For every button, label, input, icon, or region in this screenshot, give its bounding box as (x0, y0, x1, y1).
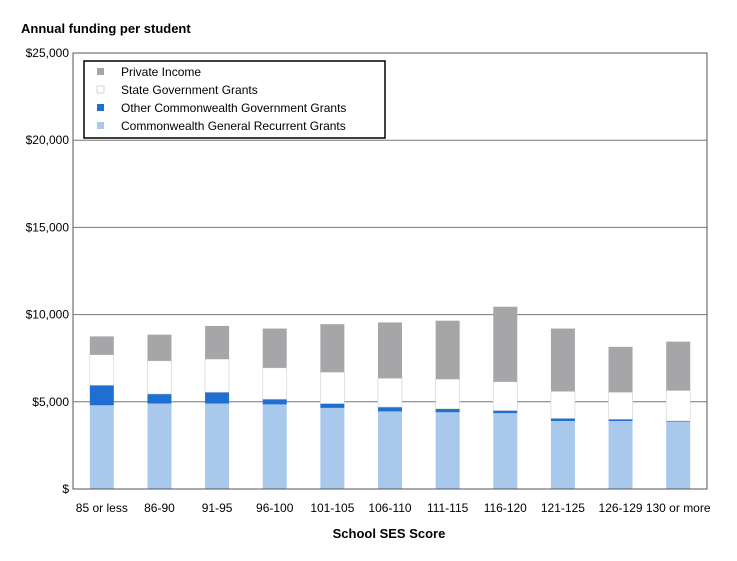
bar-segment (205, 325, 230, 360)
x-tick-label: 130 or more (646, 501, 711, 515)
legend-label: State Government Grants (121, 83, 258, 97)
bar-segment (89, 385, 114, 406)
bar-segment (262, 399, 287, 405)
bar-segment (493, 306, 518, 382)
bars (89, 306, 691, 489)
bar-segment (262, 404, 287, 489)
y-tick-label: $5,000 (32, 395, 69, 409)
y-tick-label: $10,000 (26, 308, 70, 322)
legend-label: Private Income (121, 65, 201, 79)
legend-label: Other Commonwealth Government Grants (121, 101, 346, 115)
x-tick-label: 126-129 (599, 501, 643, 515)
bar-segment (666, 421, 691, 489)
y-axis-title: Annual funding per student (21, 21, 191, 36)
bar-segment (147, 403, 172, 489)
y-tick-label: $ (62, 482, 69, 496)
x-tick-label: 121-125 (541, 501, 585, 515)
legend-label: Commonwealth General Recurrent Grants (121, 119, 346, 133)
bar-segment (320, 403, 345, 408)
legend-box (83, 60, 386, 139)
bar-segment (205, 403, 230, 489)
bar-segment (608, 346, 633, 393)
bar-segment (550, 391, 576, 419)
bar-segment (666, 420, 691, 422)
bar-segment (492, 381, 518, 411)
bar-segment (262, 328, 287, 368)
x-tick-label: 85 or less (76, 501, 128, 515)
bar-segment (378, 407, 402, 412)
bar-segment (665, 390, 691, 422)
legend: Private Income State Government Grants Oth… (83, 60, 386, 139)
bar-segment (378, 411, 402, 489)
x-tick-label: 96-100 (256, 501, 294, 515)
x-tick-label: 116-120 (484, 501, 527, 515)
bar-segment (666, 341, 691, 391)
bar-segment (320, 324, 345, 373)
x-axis-title: School SES Score (333, 526, 446, 541)
bar-segment (320, 371, 345, 404)
bar-segment (89, 405, 114, 489)
x-axis-ticks: 85 or less 86-90 91-95 96-100 101-105 106-110… (76, 501, 711, 515)
x-tick-label: 91-95 (202, 501, 233, 515)
legend-swatch (96, 85, 105, 94)
bar-segment (550, 328, 575, 392)
bar-segment (608, 391, 633, 420)
legend-swatch (97, 122, 104, 129)
bar-segment (147, 360, 172, 395)
bar-segment (550, 418, 575, 421)
y-tick-label: $25,000 (26, 46, 70, 60)
bar-segment (147, 334, 172, 361)
bar-segment (435, 412, 460, 489)
bar-segment (435, 320, 460, 380)
bar-segment (550, 420, 575, 489)
bar-segment (204, 358, 230, 393)
y-tick-label: $15,000 (26, 220, 70, 234)
legend-swatch (97, 68, 104, 75)
bar-segment (435, 408, 460, 413)
bar-segment (608, 419, 633, 421)
bar-segment (262, 367, 288, 400)
legend-swatch (97, 104, 104, 111)
bar-segment (205, 392, 230, 404)
bar-segment (493, 413, 518, 489)
bar-segment (608, 420, 633, 489)
bar-segment (435, 378, 460, 410)
bar-segment (377, 377, 403, 408)
x-tick-label: 86-90 (144, 501, 175, 515)
bar-segment (320, 407, 345, 489)
x-tick-label: 101-105 (310, 501, 354, 515)
x-tick-label: 111-115 (427, 501, 469, 515)
bar-segment (378, 322, 402, 379)
x-tick-label: 106-110 (368, 501, 411, 515)
plot-frame (72, 52, 708, 490)
y-axis-ticks: $ $5,000 $10,000 $15,000 $20,000 $25,000 (26, 46, 70, 496)
y-tick-label: $20,000 (26, 133, 70, 147)
bar-segment (89, 354, 115, 386)
bar-segment (147, 393, 172, 404)
bar-segment (89, 336, 114, 355)
bar-segment (493, 410, 518, 414)
